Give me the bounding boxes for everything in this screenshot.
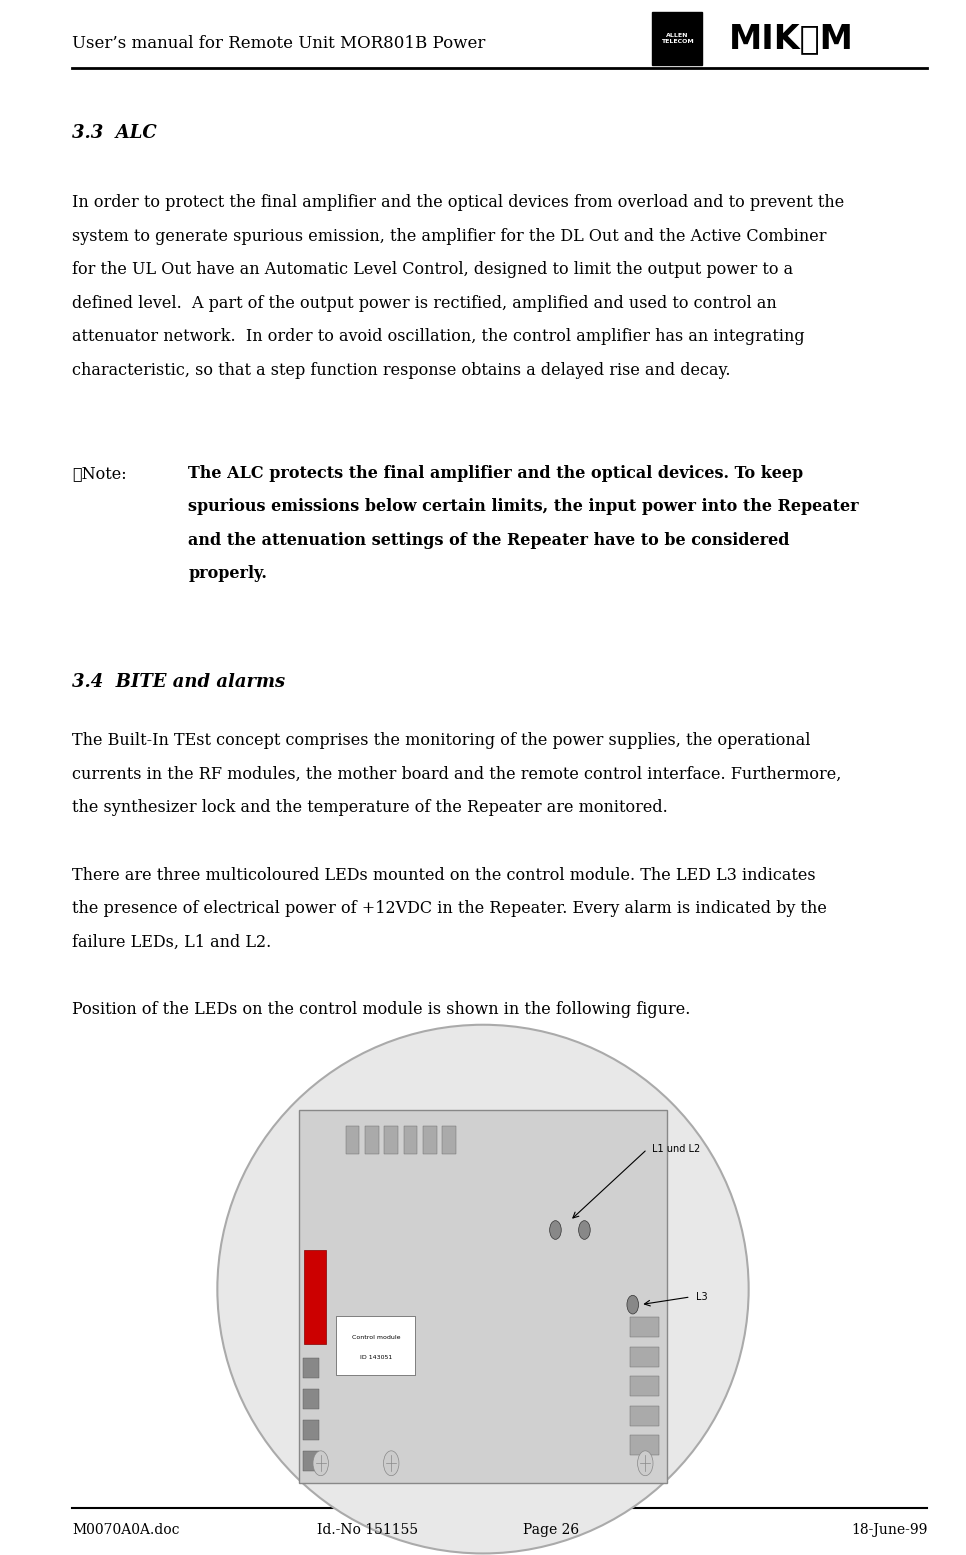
- Circle shape: [627, 1295, 639, 1314]
- Text: 3.4  BITE and alarms: 3.4 BITE and alarms: [72, 673, 286, 692]
- Text: L1 und L2: L1 und L2: [652, 1144, 700, 1154]
- FancyBboxPatch shape: [630, 1317, 659, 1337]
- FancyBboxPatch shape: [630, 1435, 659, 1455]
- FancyBboxPatch shape: [442, 1126, 456, 1154]
- FancyBboxPatch shape: [303, 1358, 319, 1378]
- Text: M0070A0A.doc: M0070A0A.doc: [72, 1522, 180, 1538]
- Text: The Built-In TEst concept comprises the monitoring of the power supplies, the op: The Built-In TEst concept comprises the …: [72, 732, 810, 750]
- Text: defined level.  A part of the output power is rectified, amplified and used to c: defined level. A part of the output powe…: [72, 294, 778, 311]
- Text: spurious emissions below certain limits, the input power into the Repeater: spurious emissions below certain limits,…: [188, 498, 859, 515]
- FancyBboxPatch shape: [423, 1126, 437, 1154]
- Text: characteristic, so that a step function response obtains a delayed rise and deca: characteristic, so that a step function …: [72, 361, 731, 378]
- Text: The ALC protects the final amplifier and the optical devices. To keep: The ALC protects the final amplifier and…: [188, 465, 804, 482]
- FancyBboxPatch shape: [365, 1126, 379, 1154]
- Text: In order to protect the final amplifier and the optical devices from overload an: In order to protect the final amplifier …: [72, 194, 844, 211]
- Text: currents in the RF modules, the mother board and the remote control interface. F: currents in the RF modules, the mother b…: [72, 767, 841, 782]
- Circle shape: [550, 1221, 561, 1239]
- Text: L3: L3: [696, 1292, 707, 1302]
- FancyBboxPatch shape: [630, 1406, 659, 1426]
- Text: properly.: properly.: [188, 566, 268, 582]
- FancyBboxPatch shape: [304, 1250, 326, 1344]
- Text: 3.3  ALC: 3.3 ALC: [72, 124, 157, 143]
- FancyBboxPatch shape: [299, 1110, 667, 1483]
- Circle shape: [313, 1451, 328, 1476]
- FancyBboxPatch shape: [652, 12, 702, 65]
- FancyBboxPatch shape: [303, 1451, 319, 1471]
- FancyBboxPatch shape: [346, 1126, 359, 1154]
- Text: ALLEN
TELECOM: ALLEN TELECOM: [661, 34, 694, 44]
- Circle shape: [384, 1451, 399, 1476]
- Circle shape: [638, 1451, 653, 1476]
- Text: ID 143051: ID 143051: [359, 1354, 392, 1361]
- FancyBboxPatch shape: [384, 1126, 398, 1154]
- FancyBboxPatch shape: [303, 1389, 319, 1409]
- Text: attenuator network.  In order to avoid oscillation, the control amplifier has an: attenuator network. In order to avoid os…: [72, 328, 805, 345]
- Text: failure LEDs, L1 and L2.: failure LEDs, L1 and L2.: [72, 933, 271, 950]
- FancyBboxPatch shape: [303, 1420, 319, 1440]
- Text: There are three multicoloured LEDs mounted on the control module. The LED L3 ind: There are three multicoloured LEDs mount…: [72, 868, 816, 883]
- Ellipse shape: [217, 1025, 749, 1553]
- FancyBboxPatch shape: [630, 1347, 659, 1367]
- Text: Position of the LEDs on the control module is shown in the following figure.: Position of the LEDs on the control modu…: [72, 1001, 691, 1019]
- Text: ☟Note:: ☟Note:: [72, 465, 128, 482]
- Text: MIKⓄM: MIKⓄM: [729, 22, 854, 56]
- Text: and the attenuation settings of the Repeater have to be considered: and the attenuation settings of the Repe…: [188, 532, 790, 549]
- Text: User’s manual for Remote Unit MOR801B Power: User’s manual for Remote Unit MOR801B Po…: [72, 36, 486, 51]
- Text: Control module: Control module: [352, 1334, 400, 1340]
- Text: the synthesizer lock and the temperature of the Repeater are monitored.: the synthesizer lock and the temperature…: [72, 799, 668, 816]
- Text: for the UL Out have an Automatic Level Control, designed to limit the output pow: for the UL Out have an Automatic Level C…: [72, 261, 794, 278]
- FancyBboxPatch shape: [336, 1316, 415, 1375]
- FancyBboxPatch shape: [404, 1126, 417, 1154]
- Text: Page 26: Page 26: [523, 1522, 579, 1538]
- Text: system to generate spurious emission, the amplifier for the DL Out and the Activ: system to generate spurious emission, th…: [72, 227, 827, 244]
- Text: the presence of electrical power of +12VDC in the Repeater. Every alarm is indic: the presence of electrical power of +12V…: [72, 900, 827, 917]
- Circle shape: [579, 1221, 590, 1239]
- Text: Id.-No 151155: Id.-No 151155: [317, 1522, 417, 1538]
- FancyBboxPatch shape: [630, 1376, 659, 1396]
- Text: 18-June-99: 18-June-99: [851, 1522, 927, 1538]
